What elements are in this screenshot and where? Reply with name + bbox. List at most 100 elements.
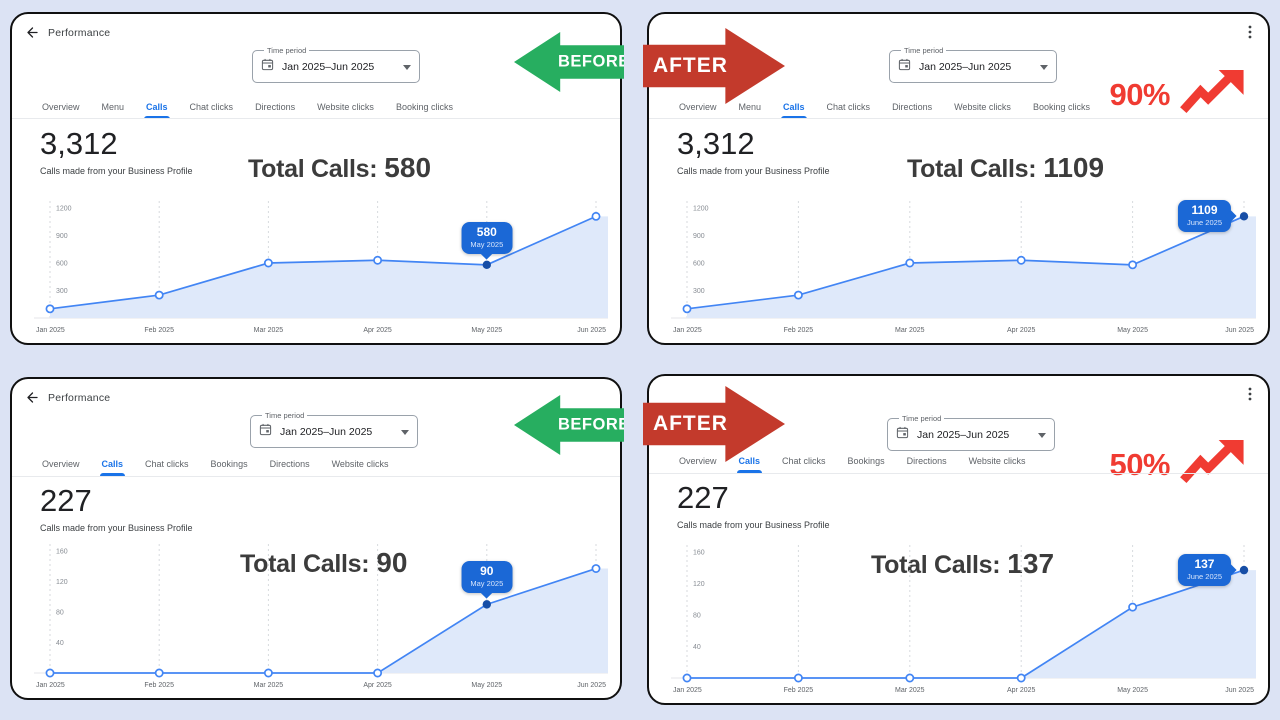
chart-point-may-2025[interactable] — [1128, 260, 1138, 270]
tab-chat-clicks[interactable]: Chat clicks — [145, 459, 189, 469]
svg-text:Jan 2025: Jan 2025 — [673, 327, 702, 334]
tab-menu[interactable]: Menu — [738, 102, 762, 112]
tab-booking-clicks[interactable]: Booking clicks — [1032, 102, 1090, 112]
time-period-select[interactable]: Time period Jan 2025–Jun 2025 — [887, 414, 1055, 451]
svg-text:120: 120 — [56, 579, 68, 586]
chart-point-mar-2025[interactable] — [263, 668, 273, 678]
tooltip-value: 1109 — [1191, 203, 1218, 218]
calls-line-chart-svg: 300 600 900 1200 Jan 2025 Feb 2025 Mar 2025 Apr… — [671, 201, 1256, 334]
chart-point-mar-2025[interactable] — [263, 258, 273, 268]
time-period-select[interactable]: Time period Jan 2025–Jun 2025 — [250, 411, 418, 448]
svg-text:120: 120 — [693, 581, 705, 588]
chart-point-feb-2025[interactable] — [793, 290, 803, 300]
chart-point-may-2025[interactable] — [482, 260, 491, 270]
more-options-icon[interactable] — [1248, 387, 1252, 401]
tab-website-clicks[interactable]: Website clicks — [954, 102, 1011, 112]
tab-chat-clicks[interactable]: Chat clicks — [782, 456, 826, 466]
chart-point-jan-2025[interactable] — [682, 673, 692, 683]
calls-chart: 40 80 120 160 Jan 2025 Feb 2025 Mar 2025 Apr 20… — [34, 541, 608, 693]
performance-card-top-after: Time period Jan 2025–Jun 2025 AFTER 90% … — [643, 12, 1270, 345]
tab-directions[interactable]: Directions — [906, 456, 947, 466]
svg-text:600: 600 — [56, 261, 68, 268]
tab-website-clicks[interactable]: Website clicks — [968, 456, 1026, 466]
tab-overview[interactable]: Overview — [42, 459, 80, 469]
svg-text:300: 300 — [56, 288, 68, 295]
calls-chart: 300 600 900 1200 Jan 2025 Feb 2025 Mar 2025 Apr… — [34, 198, 608, 338]
tab-website-clicks[interactable]: Website clicks — [331, 459, 389, 469]
total-calls-value: 1109 — [1043, 152, 1105, 183]
tab-bookings[interactable]: Bookings — [847, 456, 885, 466]
tabs-divider — [12, 118, 620, 119]
chart-point-jan-2025[interactable] — [45, 668, 55, 678]
tab-calls[interactable]: Calls — [99, 459, 125, 476]
tab-overview[interactable]: Overview — [679, 456, 717, 466]
chart-point-may-2025[interactable] — [1128, 602, 1138, 612]
chart-tooltip: 137 June 2025 — [1177, 554, 1231, 587]
after-badge-label: AFTER — [652, 54, 728, 77]
svg-text:40: 40 — [693, 644, 701, 651]
series-line — [49, 215, 597, 310]
tab-directions[interactable]: Directions — [892, 102, 933, 112]
metric-total-value: 227 — [40, 483, 92, 518]
more-options-icon[interactable] — [1248, 25, 1252, 39]
chart-point-feb-2025[interactable] — [793, 673, 803, 683]
tab-bookings[interactable]: Bookings — [210, 459, 248, 469]
chart-point-jun-2025[interactable] — [591, 211, 601, 221]
svg-text:Jan 2025: Jan 2025 — [36, 327, 65, 334]
chart-point-mar-2025[interactable] — [905, 258, 915, 268]
series-area — [687, 570, 1256, 678]
tab-directions[interactable]: Directions — [255, 102, 296, 112]
chart-point-jun-2025[interactable] — [1239, 565, 1249, 575]
time-period-select[interactable]: Time period Jan 2025–Jun 2025 — [889, 46, 1057, 83]
tab-calls[interactable]: Calls — [781, 102, 807, 119]
series-line — [686, 215, 1245, 310]
chevron-down-icon — [403, 64, 411, 70]
tab-menu[interactable]: Menu — [101, 102, 125, 112]
time-period-label: Time period — [267, 46, 307, 55]
tab-website-clicks[interactable]: Website clicks — [317, 102, 374, 112]
svg-text:May 2025: May 2025 — [1117, 327, 1148, 334]
chart-point-may-2025[interactable] — [482, 600, 491, 609]
tab-booking-clicks[interactable]: Booking clicks — [395, 102, 453, 112]
tab-chat-clicks[interactable]: Chat clicks — [189, 102, 234, 112]
back-arrow-icon[interactable] — [25, 26, 38, 39]
tabs-divider — [12, 476, 620, 477]
tab-calls[interactable]: Calls — [144, 102, 170, 119]
chart-point-jun-2025[interactable] — [591, 564, 601, 573]
calls-line-chart-svg: 40 80 120 160 Jan 2025 Feb 2025 Mar 2025 Apr 20… — [34, 544, 608, 689]
chart-point-jan-2025[interactable] — [682, 304, 692, 314]
time-period-value: Jan 2025–Jun 2025 — [280, 426, 373, 438]
chart-point-jan-2025[interactable] — [45, 304, 55, 314]
calls-chart: 40 80 120 160 Jan 2025 Feb 2025 Mar 2025 Apr 20… — [671, 542, 1256, 698]
chart-point-apr-2025[interactable] — [1016, 255, 1026, 265]
metric-tabs: Overview Menu Calls Chat clicks Directions We… — [42, 102, 453, 119]
calls-line-chart-svg: 40 80 120 160 Jan 2025 Feb 2025 Mar 2025 Apr 20… — [671, 545, 1256, 694]
chart-point-apr-2025[interactable] — [1016, 673, 1026, 683]
total-calls-callout: Total Calls: 90 — [240, 547, 407, 579]
time-period-label: Time period — [904, 46, 944, 55]
tab-calls[interactable]: Calls — [736, 456, 762, 473]
chart-point-jun-2025[interactable] — [1239, 212, 1249, 221]
series-area — [50, 216, 608, 318]
before-badge-label: BEFORE — [558, 52, 630, 71]
calendar-icon — [898, 58, 911, 76]
back-arrow-icon[interactable] — [25, 391, 38, 404]
calls-chart: 300 600 900 1200 Jan 2025 Feb 2025 Mar 2025 Apr… — [671, 198, 1256, 338]
chart-point-feb-2025[interactable] — [154, 290, 164, 300]
chart-point-feb-2025[interactable] — [154, 668, 164, 678]
tab-overview[interactable]: Overview — [679, 102, 717, 112]
tooltip-date: May 2025 — [470, 239, 504, 249]
metric-tabs: Overview Calls Chat clicks Bookings Directio… — [679, 456, 1026, 473]
total-calls-value: 90 — [376, 547, 408, 578]
svg-text:Mar 2025: Mar 2025 — [895, 687, 925, 694]
performance-card-top-before: Performance Time period Jan 2025–Jun 202… — [10, 12, 624, 345]
total-calls-callout: Total Calls: 1109 — [907, 152, 1104, 184]
chart-point-apr-2025[interactable] — [373, 668, 383, 678]
time-period-select[interactable]: Time period Jan 2025–Jun 2025 — [252, 46, 420, 83]
before-badge-arrow: BEFORE — [514, 32, 624, 92]
tab-directions[interactable]: Directions — [269, 459, 310, 469]
tab-overview[interactable]: Overview — [42, 102, 80, 112]
tab-chat-clicks[interactable]: Chat clicks — [826, 102, 871, 112]
chart-point-apr-2025[interactable] — [373, 255, 383, 265]
chart-point-mar-2025[interactable] — [905, 673, 915, 683]
